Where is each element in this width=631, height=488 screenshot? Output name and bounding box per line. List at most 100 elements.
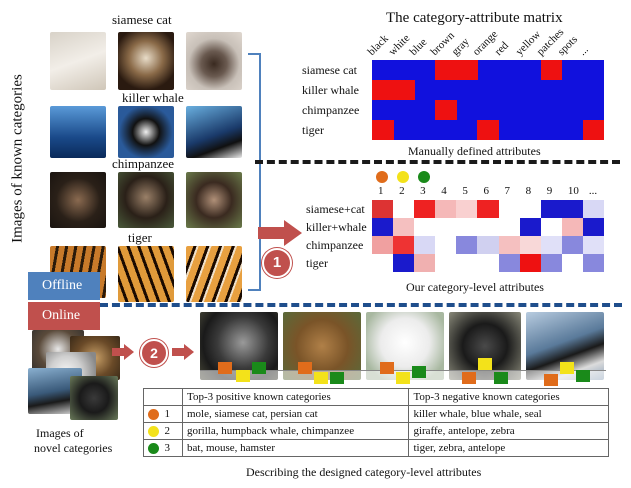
table-header-negative: Top-3 negative known categories — [408, 388, 609, 406]
table-row-index: 2 — [143, 422, 183, 440]
level-cell — [393, 200, 415, 218]
level-row-label: killer+whale — [306, 220, 367, 234]
matrix-cell — [393, 80, 415, 100]
vertical-label-known-categories: Images of known categories — [9, 74, 26, 243]
table-caption: Describing the designed category-level a… — [246, 465, 482, 479]
level-cell — [435, 236, 457, 254]
novel-attr-photo-persian — [366, 312, 444, 380]
attribute-index-label: 9 — [546, 185, 553, 197]
level-grid — [372, 200, 605, 272]
photo-siamese-cat-1 — [50, 32, 106, 90]
level-cell — [477, 200, 500, 218]
bar-mole-3 — [252, 362, 266, 374]
level-cell — [372, 200, 394, 218]
table-cell-negative: killer whale, blue whale, seal — [408, 405, 609, 423]
attribute-dot-icon — [376, 171, 388, 183]
level-cell — [456, 254, 478, 272]
level-cell — [393, 254, 415, 272]
online-box — [28, 302, 100, 330]
novel-attr-photo-leopard — [283, 312, 361, 380]
matrix-row-label: tiger — [302, 123, 324, 137]
photo-chimpanzee-1 — [50, 172, 106, 228]
bar-leopard-2 — [314, 372, 328, 384]
attribute-index-label: 4 — [441, 185, 447, 197]
photo-tiger-3 — [186, 246, 242, 302]
level-cell — [519, 200, 542, 218]
attribute-index-label: 3 — [420, 185, 426, 197]
offline-box — [28, 272, 100, 300]
level-cell — [582, 200, 605, 218]
bar-whale-2 — [560, 362, 574, 374]
dashed-divider-online — [100, 303, 622, 307]
attribute-label: black — [365, 32, 391, 58]
attribute-dot-icon — [397, 171, 410, 183]
level-cell — [498, 254, 521, 272]
photo-siamese-cat-3 — [186, 32, 242, 90]
level-cell — [561, 200, 584, 218]
row-number: 1 — [164, 408, 171, 420]
level-cell — [582, 254, 605, 272]
label-chimpanzee: chimpanzee — [112, 156, 175, 171]
level-cell — [435, 218, 457, 236]
attribute-dot-icon — [418, 171, 431, 183]
table-row: 1 mole, siamese cat, persian cat killer … — [143, 405, 609, 423]
table-cell-positive: gorilla, humpback whale, chimpanzee — [181, 422, 410, 440]
offline-label: Offline — [42, 278, 83, 293]
level-cell — [456, 218, 478, 236]
table-header-positive: Top-3 positive known categories — [181, 388, 410, 406]
attribute-description-table: Top-3 positive known categories Top-3 ne… — [143, 388, 609, 457]
level-cell — [519, 218, 542, 236]
matrix-cell — [435, 60, 457, 80]
label-siamese-cat: siamese cat — [112, 12, 172, 27]
photo-chimpanzee-3 — [186, 172, 242, 228]
level-cell — [372, 218, 394, 236]
attribute-index-label: ... — [588, 185, 598, 197]
attribute-index-label: 8 — [525, 185, 532, 197]
arrow-step1 — [258, 220, 302, 246]
level-row-label: tiger — [306, 256, 328, 270]
level-cell — [414, 218, 436, 236]
novel-photo-5 — [70, 376, 118, 420]
level-cell — [456, 236, 478, 254]
matrix-row-label: siamese cat — [302, 63, 357, 77]
level-cell — [477, 236, 500, 254]
level-cell — [498, 218, 521, 236]
arrow-step2-b — [172, 344, 194, 360]
row-number: 2 — [164, 425, 171, 437]
level-cell — [414, 236, 436, 254]
bracket-known-categories — [248, 53, 261, 291]
label-killer-whale: killer whale — [122, 90, 184, 105]
matrix-cell — [540, 60, 563, 80]
arrow-step2-a — [112, 344, 134, 360]
level-cell — [435, 254, 457, 272]
attribute-index-label: 6 — [483, 185, 489, 197]
bar-persian-2 — [396, 372, 410, 384]
level-cell — [393, 236, 415, 254]
level-cell — [414, 200, 436, 218]
matrix-cell — [372, 120, 394, 140]
level-cell — [582, 236, 605, 254]
table-row: 3 bat, mouse, hamster tiger, zebra, ante… — [143, 439, 609, 457]
level-cell — [582, 218, 605, 236]
level-cell — [393, 218, 415, 236]
matrix-row-label: killer whale — [302, 83, 359, 97]
bar-whale-1 — [544, 374, 558, 386]
level-row-label: chimpanzee — [306, 238, 364, 252]
level-cell — [561, 236, 584, 254]
matrix-grid — [372, 60, 605, 140]
matrix-cell — [456, 60, 478, 80]
matrix-cell — [582, 120, 605, 140]
table-cell-positive: mole, siamese cat, persian cat — [181, 405, 410, 423]
level-cell — [519, 236, 542, 254]
photo-killer-whale-1 — [50, 106, 106, 158]
level-cell — [372, 236, 394, 254]
level-cell — [519, 254, 542, 272]
bar-mole-2 — [236, 370, 250, 382]
matrix-cell — [477, 120, 500, 140]
attribute-label: red — [492, 39, 511, 58]
level-cell — [435, 200, 457, 218]
bar-mole-1 — [218, 362, 232, 374]
level-cell — [540, 236, 563, 254]
matrix-title: The category-attribute matrix — [386, 10, 563, 26]
level-cell — [498, 236, 521, 254]
